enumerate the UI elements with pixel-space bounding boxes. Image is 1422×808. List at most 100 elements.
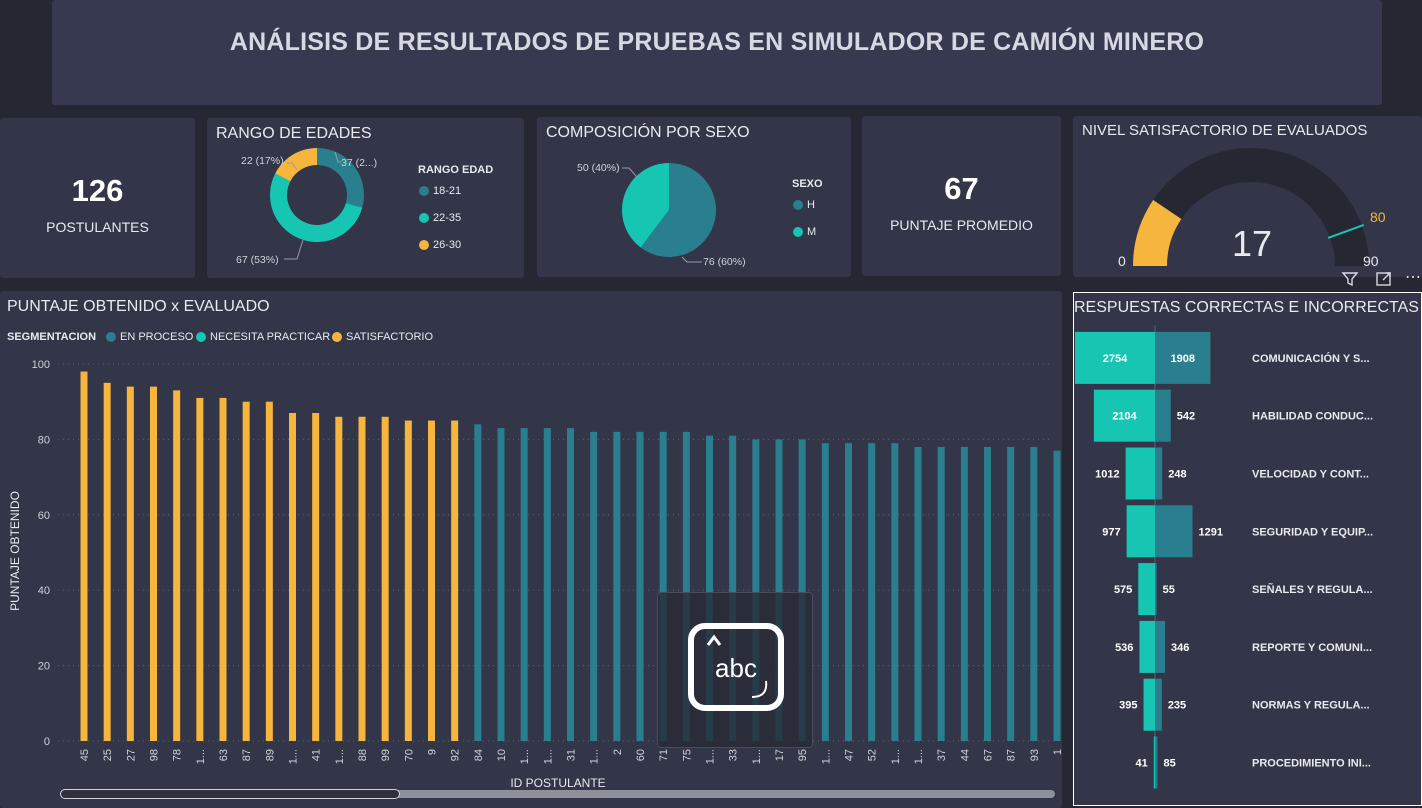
bar-postulante[interactable] [775, 439, 783, 741]
bar-postulante[interactable] [80, 371, 88, 741]
bar-correctas[interactable] [1139, 620, 1155, 673]
bar-postulante[interactable] [543, 428, 551, 741]
horizontal-scrollbar-track[interactable] [60, 790, 1055, 798]
bar-correctas[interactable] [1125, 447, 1155, 500]
bar-postulante[interactable] [451, 420, 459, 741]
bar-postulante[interactable] [474, 424, 482, 741]
bar-correctas[interactable] [1075, 331, 1155, 384]
x-tick-label: 10 [496, 749, 508, 761]
bar-postulante[interactable] [682, 431, 690, 741]
bar-postulante[interactable] [312, 413, 320, 741]
donut-slice-22-35[interactable] [270, 173, 363, 242]
bar-postulante[interactable] [103, 382, 111, 741]
bar-incorrectas[interactable] [1155, 563, 1157, 616]
page-title: ANÁLISIS DE RESULTADOS DE PRUEBAS EN SIM… [229, 28, 1205, 56]
bar-postulante[interactable] [1030, 446, 1038, 741]
edades-legend-22-35[interactable]: 22-35 [419, 212, 461, 224]
sexo-legend-m[interactable]: M [793, 226, 816, 238]
respuestas-chart-card[interactable]: RESPUESTAS CORRECTAS E INCORRECTAS 2754 1… [1073, 292, 1422, 806]
puntaje-chart-card[interactable]: PUNTAJE OBTENIDO x EVALUADO SEGMENTACION… [0, 291, 1062, 808]
sexo-legend-h[interactable]: H [793, 199, 815, 211]
bar-postulante[interactable] [845, 443, 852, 741]
bar-postulante[interactable] [242, 401, 250, 741]
kpi-card-postulantes[interactable]: 126 POSTULANTES [0, 118, 195, 278]
legend-dot-icon [419, 213, 429, 223]
focus-mode-icon[interactable] [1373, 268, 1395, 290]
bar-postulante[interactable] [381, 416, 389, 741]
bar-postulante[interactable] [150, 386, 157, 741]
legend-dot-icon [196, 332, 206, 342]
y-tick-label: 0 [44, 736, 50, 748]
bar-postulante[interactable] [404, 420, 412, 741]
x-tick-label: 1... [519, 749, 531, 764]
bar-postulante[interactable] [914, 446, 922, 741]
bar-postulante[interactable] [289, 413, 296, 741]
bar-incorrectas[interactable] [1155, 505, 1193, 558]
bar-incorrectas[interactable] [1155, 678, 1162, 731]
bar-postulante[interactable] [937, 446, 945, 741]
bar-postulante[interactable] [520, 428, 528, 741]
bar-postulante[interactable] [984, 446, 991, 741]
kpi-card-puntaje[interactable]: 67 PUNTAJE PROMEDIO [862, 116, 1061, 276]
bar-postulante[interactable] [1007, 446, 1015, 741]
bar-postulante[interactable] [173, 390, 181, 741]
bar-postulante[interactable] [428, 420, 435, 741]
bar-postulante[interactable] [868, 443, 876, 741]
legend-satisfactorio[interactable]: SATISFACTORIO [332, 331, 433, 343]
horizontal-scrollbar-thumb[interactable] [60, 789, 400, 799]
bar-incorrectas[interactable] [1155, 736, 1158, 789]
bar-postulante[interactable] [636, 431, 644, 741]
bar-postulante[interactable] [497, 428, 505, 741]
bar-incorrectas[interactable] [1155, 331, 1211, 384]
bar-postulante[interactable] [219, 397, 227, 741]
bar-postulante[interactable] [1053, 450, 1061, 741]
sexo-pie-chart[interactable] [537, 117, 851, 277]
bar-postulante[interactable] [891, 443, 899, 741]
more-options-icon[interactable]: ⋯ [1405, 269, 1421, 286]
bar-postulante[interactable] [358, 416, 366, 741]
puntaje-bar-chart[interactable]: 0 20 40 60 80 100 45 25 27 98 78 1... 63 87 89 1... 41 1.… [0, 291, 1062, 808]
bar-postulante[interactable] [567, 428, 574, 741]
pie-slice-H[interactable] [640, 163, 716, 257]
bar-postulante[interactable] [729, 435, 737, 741]
bar-postulante[interactable] [126, 386, 134, 741]
filter-icon[interactable] [1339, 268, 1361, 290]
bar-postulante[interactable] [752, 439, 760, 741]
bar-correctas[interactable] [1138, 563, 1155, 616]
textbox-overlay[interactable]: abc [657, 592, 813, 748]
bar-postulante[interactable] [659, 431, 667, 741]
bar-postulante[interactable] [960, 446, 968, 741]
bar-incorrectas[interactable] [1155, 620, 1166, 673]
respuestas-bar-chart[interactable]: 2754 1908 COMUNICACIÓN Y S... 2104 542 HABILI… [1074, 293, 1421, 805]
edades-donut-chart[interactable] [207, 118, 524, 278]
sexo-card[interactable]: COMPOSICIÓN POR SEXO 50 (40%) 76 (60%) S… [537, 117, 851, 277]
bar-postulante[interactable] [335, 416, 343, 741]
bar-postulante[interactable] [798, 439, 806, 741]
bar-incorrectas[interactable] [1155, 447, 1163, 500]
bar-postulante[interactable] [590, 431, 598, 741]
pie-slice-M[interactable] [622, 163, 669, 248]
bar-postulante[interactable] [196, 397, 204, 741]
bar-correctas[interactable] [1126, 505, 1155, 558]
gauge-card[interactable]: NIVEL SATISFACTORIO DE EVALUADOS 0 80 90… [1073, 116, 1422, 277]
donut-slice-18-21[interactable] [317, 148, 364, 208]
bar-correctas[interactable] [1093, 389, 1155, 442]
gauge-value-arc[interactable] [1133, 200, 1182, 266]
bar-postulante[interactable] [706, 435, 713, 741]
bar-postulante[interactable] [821, 443, 829, 741]
bar-postulante[interactable] [613, 431, 621, 741]
x-tick-label: 1... [890, 749, 902, 764]
bar-postulante[interactable] [265, 401, 273, 741]
edades-legend-26-30[interactable]: 26-30 [419, 239, 461, 251]
gauge-chart[interactable] [1073, 116, 1422, 277]
bar-correctas[interactable] [1143, 678, 1155, 731]
sexo-legend-title: SEXO [792, 178, 823, 190]
bar-correctas[interactable] [1153, 736, 1155, 789]
edades-card[interactable]: RANGO DE EDADES 37 (2...) 22 (17%) 67 (5… [207, 118, 524, 278]
bar-incorrectas[interactable] [1155, 389, 1171, 442]
category-label: NORMAS Y REGULA... [1252, 700, 1370, 712]
legend-necesita-practicar[interactable]: NECESITA PRACTICAR [196, 331, 330, 343]
edades-legend-18-21[interactable]: 18-21 [419, 185, 461, 197]
donut-slice-26-30[interactable] [275, 148, 317, 182]
legend-en-proceso[interactable]: EN PROCESO [106, 331, 193, 343]
